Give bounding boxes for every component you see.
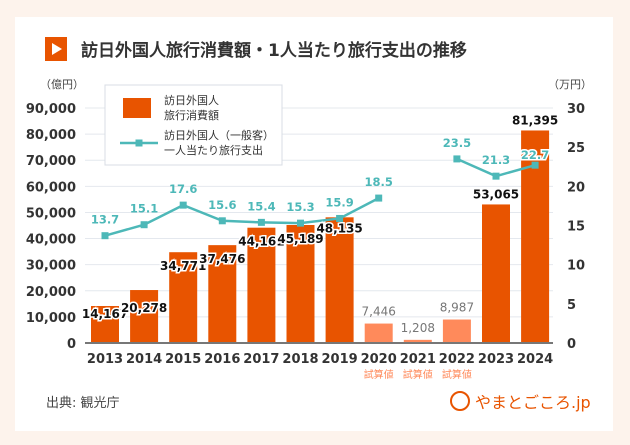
- x-tick-label: 2013: [87, 352, 123, 367]
- line-marker: [492, 172, 500, 180]
- bar: [130, 290, 159, 343]
- bar-data-label: 8,987: [440, 301, 474, 315]
- line-data-label: 18.5: [365, 175, 393, 189]
- x-tick-label: 2015: [165, 352, 201, 367]
- left-tick-label: 80,000: [26, 128, 76, 143]
- bar: [364, 323, 393, 343]
- left-tick-label: 40,000: [26, 233, 76, 248]
- x-tick-label: 2024: [517, 352, 553, 367]
- right-tick-label: 0: [567, 337, 576, 352]
- line-marker: [140, 221, 148, 229]
- line-data-label: 21.3: [482, 153, 510, 167]
- left-tick-label: 10,000: [26, 311, 76, 326]
- right-tick-label: 5: [567, 298, 576, 313]
- left-tick-label: 20,000: [26, 285, 76, 300]
- x-tick-label: 2021: [400, 352, 436, 367]
- bar: [325, 217, 354, 343]
- x-tick-label: 2016: [204, 352, 240, 367]
- left-tick-label: 70,000: [26, 154, 76, 169]
- bar: [247, 227, 276, 343]
- right-tick-label: 30: [567, 102, 585, 117]
- bar-data-label: 14,167: [82, 307, 128, 321]
- line-marker: [218, 217, 226, 225]
- logo-text: やまとごころ.jp: [475, 393, 591, 412]
- legend-bar-label: 旅行消費額: [164, 108, 219, 122]
- line-data-label: 17.6: [169, 182, 197, 196]
- line-data-label: 15.9: [325, 195, 353, 209]
- logo-icon: [450, 391, 470, 411]
- bar-data-label: 7,446: [362, 305, 396, 319]
- line-data-label: 13.7: [91, 213, 119, 227]
- legend-line-label: 一人当たり旅行支出: [164, 143, 263, 157]
- line-data-label: 15.3: [286, 200, 314, 214]
- left-tick-label: 60,000: [26, 180, 76, 195]
- x-tick-label: 2023: [478, 352, 514, 367]
- line-marker: [179, 201, 187, 209]
- line-series: [104, 196, 380, 237]
- bar-data-label: 45,189: [277, 232, 323, 246]
- left-axis-unit: （億円）: [40, 78, 84, 91]
- x-tick-label: 2018: [282, 352, 318, 367]
- line-marker: [375, 194, 383, 202]
- x-tick-label: 2019: [322, 352, 358, 367]
- bar-data-label: 53,065: [473, 187, 519, 201]
- bar-data-label: 20,278: [121, 301, 167, 315]
- bar: [286, 225, 315, 343]
- line-data-label: 23.5: [443, 136, 471, 150]
- bar-data-label: 81,395: [512, 113, 558, 127]
- chart-title: 訪日外国人旅行消費額・1人当たり旅行支出の推移: [45, 36, 467, 61]
- legend-line-label: 訪日外国人（一般客）: [164, 128, 274, 142]
- bar-data-label: 34,771: [160, 259, 206, 273]
- right-axis-unit: （万円）: [548, 78, 592, 91]
- play-icon: [45, 36, 67, 61]
- line-marker: [531, 161, 539, 169]
- line-marker: [257, 218, 265, 226]
- bar: [482, 204, 510, 343]
- bar: [403, 339, 432, 343]
- x-tick-label: 2022: [439, 352, 475, 367]
- line-data-label: 15.1: [130, 202, 158, 216]
- legend-bar-swatch: [123, 98, 151, 118]
- bar-data-label: 44,161: [238, 235, 284, 249]
- line-data-label: 22.7: [521, 148, 549, 162]
- bar-data-label: 37,476: [199, 252, 245, 266]
- legend-bar-label: 訪日外国人: [164, 93, 219, 107]
- bar-data-label: 1,208: [401, 321, 435, 335]
- right-tick-label: 25: [567, 141, 585, 156]
- right-tick-label: 20: [567, 180, 585, 195]
- right-tick-label: 15: [567, 220, 585, 235]
- bar: [442, 319, 471, 343]
- estimate-note: 試算値: [403, 368, 433, 381]
- bar: [169, 252, 198, 343]
- left-tick-label: 30,000: [26, 259, 76, 274]
- title-text: 訪日外国人旅行消費額・1人当たり旅行支出の推移: [81, 41, 467, 61]
- x-tick-label: 2017: [243, 352, 279, 367]
- source-note: 出典: 観光庁: [46, 396, 120, 411]
- estimate-note: 試算値: [364, 368, 394, 381]
- bar-data-label: 48,135: [316, 221, 362, 235]
- estimate-note: 試算値: [442, 368, 472, 381]
- x-tick-label: 2014: [126, 352, 162, 367]
- x-tick-label: 2020: [361, 352, 397, 367]
- left-tick-label: 50,000: [26, 206, 76, 221]
- line-marker: [297, 219, 304, 227]
- line-marker: [453, 155, 461, 163]
- left-tick-label: 90,000: [26, 102, 76, 117]
- line-data-label: 15.6: [208, 198, 236, 212]
- bar: [208, 245, 237, 343]
- line-marker: [336, 214, 344, 222]
- bar: [91, 306, 119, 343]
- legend-line-marker: [135, 139, 143, 147]
- line-data-label: 15.4: [247, 199, 275, 213]
- line-marker: [101, 232, 109, 240]
- right-tick-label: 10: [567, 259, 585, 274]
- left-tick-label: 0: [67, 337, 76, 352]
- logo: やまとごころ.jp: [450, 389, 591, 413]
